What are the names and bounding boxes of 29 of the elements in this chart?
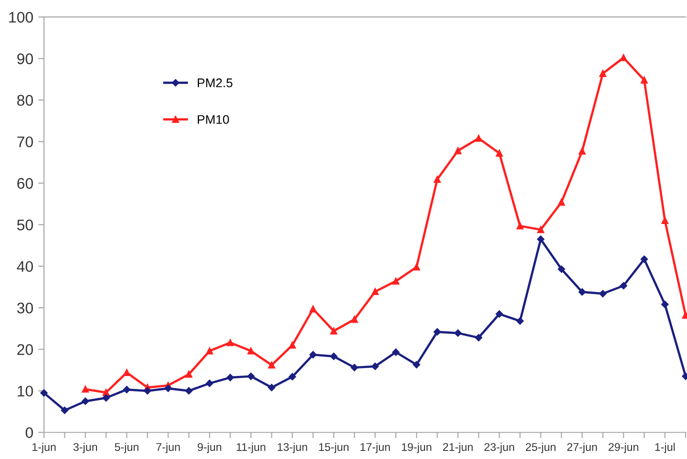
x-tick-label: 25-jun (526, 442, 556, 454)
x-tick-label: 9-jun (198, 442, 222, 454)
x-tick-label: 1-jun (32, 442, 56, 454)
y-tick-label: 10 (18, 386, 33, 397)
x-tick-label: 3-jun (73, 442, 97, 454)
x-tick-label: 15-jun (319, 442, 348, 454)
x-tick-label: 1-jul (655, 442, 675, 454)
x-tick-label: 19-jun (402, 442, 432, 454)
x-tick-label: 5-jun (114, 442, 138, 454)
x-tick-label: 13-jun (278, 442, 308, 454)
x-tick-label: 29-jun (608, 442, 638, 454)
y-tick-label: 30 (17, 302, 33, 314)
x-tick-label: 17-jun (360, 442, 390, 454)
y-tick-label: 100 (9, 12, 33, 23)
y-tick-label: 20 (17, 344, 33, 355)
y-tick-label: 50 (17, 220, 33, 230)
y-tick-label: 0 (26, 427, 33, 438)
x-tick-label: 21-jun (443, 442, 473, 454)
y-tick-label: 40 (16, 261, 33, 272)
y-tick-label: 70 (17, 136, 33, 148)
x-tick-label: 23-jun (484, 442, 514, 454)
x-tick-label: 11-jun (236, 442, 266, 454)
x-tick-label: 7-jun (156, 442, 180, 454)
x-tick-label: 27-jun (567, 442, 597, 454)
legend-label: PM2.5 (198, 78, 232, 88)
legend-label: PM10 (198, 115, 229, 124)
y-tick-label: 80 (17, 94, 33, 106)
y-tick-label: 60 (17, 178, 33, 189)
y-tick-label: 90 (17, 53, 33, 64)
